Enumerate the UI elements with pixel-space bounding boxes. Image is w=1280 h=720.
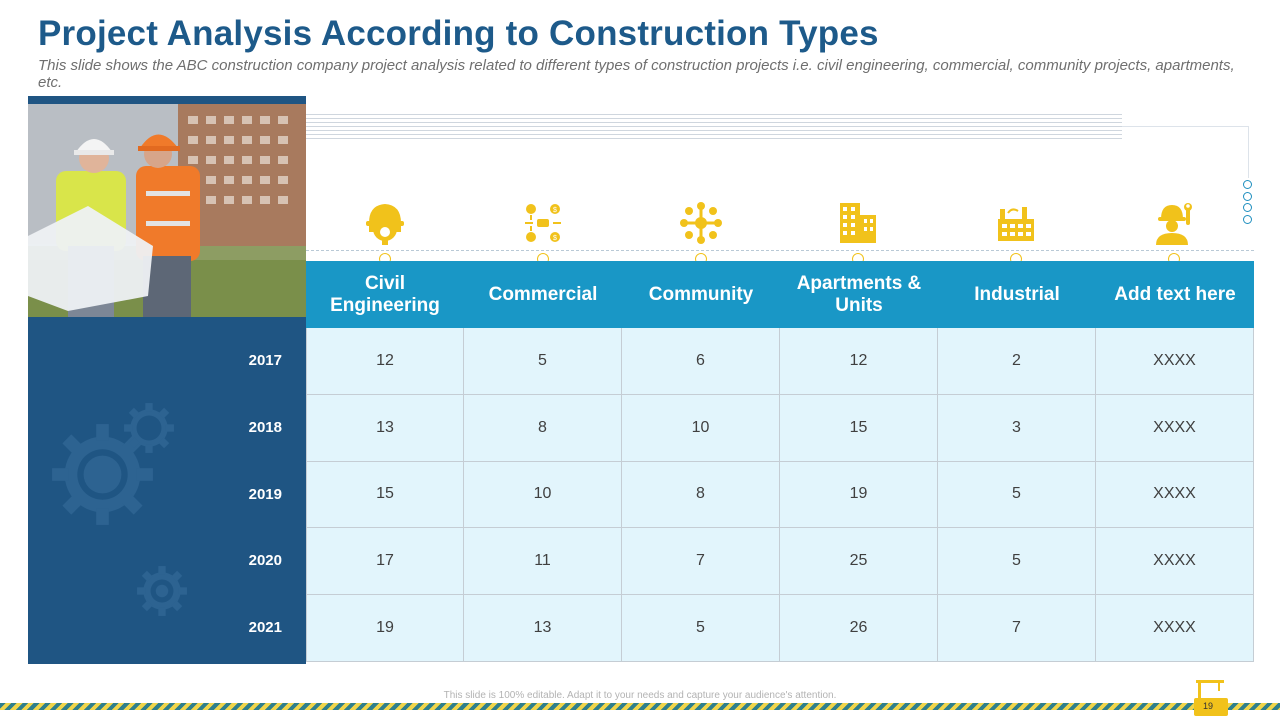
table-cell: XXXX [1096,595,1254,662]
table-row: 13 8 10 15 3 XXXX [306,394,1254,462]
table-cell: XXXX [1096,394,1254,462]
table-cell: 5 [622,595,780,662]
table-cell: 7 [622,528,780,596]
large-gear-icon [52,424,153,525]
table-row: 17 11 7 25 5 XXXX [306,528,1254,596]
medium-gear-icon [124,403,174,453]
slide-title: Project Analysis According to Constructi… [38,14,879,53]
footer-note: This slide is 100% editable. Adapt it to… [443,690,837,701]
table-cell: 13 [464,595,622,662]
table-cell: 19 [780,461,938,529]
svg-text:$: $ [553,235,557,242]
table-cell: 11 [464,528,622,596]
community-circle-icon [680,202,722,244]
table-row: 12 5 6 12 2 XXXX [306,328,1254,395]
slide-subtitle: This slide shows the ABC construction co… [38,57,1235,91]
table-row: 19 13 5 26 7 XXXX [306,595,1254,662]
table-cell: 26 [780,595,938,662]
data-table: 12 5 6 12 2 XXXX 13 8 10 15 3 XXXX 15 10… [306,328,1254,662]
year-label: 2021 [248,619,282,636]
column-header: Industrial [974,283,1060,305]
table-cell: 5 [938,528,1096,596]
year-label: 2017 [248,352,282,369]
table-cell: 8 [622,461,780,529]
table-cell: XXXX [1096,461,1254,529]
table-cell: XXXX [1096,328,1254,395]
table-cell: 7 [938,595,1096,662]
apartment-building-icon [840,203,876,243]
page-number: 19 [1202,701,1213,711]
table-cell: XXXX [1096,528,1254,596]
table-cell: 12 [306,328,464,395]
factory-icon [998,207,1034,241]
small-gear-icon [137,566,187,616]
year-label: 2019 [248,486,282,503]
svg-text:$: $ [553,207,557,214]
table-cell: 12 [780,328,938,395]
worker-wrench-icon [1156,203,1192,245]
hazard-stripe-border [0,703,1280,710]
column-header: Add text here [1114,283,1236,305]
column-header: Community [648,283,754,305]
frame-line [1122,126,1248,127]
table-cell: 6 [622,328,780,395]
frame-line [1248,126,1249,178]
table-cell: 15 [306,461,464,529]
table-cell: 3 [938,394,1096,462]
dashed-connector-line [306,250,1254,251]
table-cell: 19 [306,595,464,662]
table-cell: 8 [464,394,622,462]
crane-icon [1194,680,1228,716]
table-cell: 5 [464,328,622,395]
hard-hat-gear-icon [366,204,404,245]
table-cell: 15 [780,394,938,462]
construction-workers-photo [28,96,306,317]
decorative-stripes [306,114,1122,142]
column-header: Commercial [488,283,598,305]
table-cell: 2 [938,328,1096,395]
decorative-dots [1243,180,1255,226]
table-cell: 17 [306,528,464,596]
commerce-network-icon: $ $ [525,204,561,242]
table-row: 15 10 8 19 5 XXXX [306,461,1254,529]
table-cell: 13 [306,394,464,462]
year-label: 2020 [248,552,282,569]
table-cell: 10 [622,394,780,462]
table-cell: 10 [464,461,622,529]
table-cell: 5 [938,461,1096,529]
year-label: 2018 [248,419,282,436]
column-header: Apartments & Units [796,272,922,316]
year-label-panel: 2017 2018 2019 2020 2021 [28,317,306,664]
column-header: Civil Engineering [330,272,440,316]
table-cell: 25 [780,528,938,596]
table-header: Civil Engineering Commercial Community A… [306,261,1254,328]
